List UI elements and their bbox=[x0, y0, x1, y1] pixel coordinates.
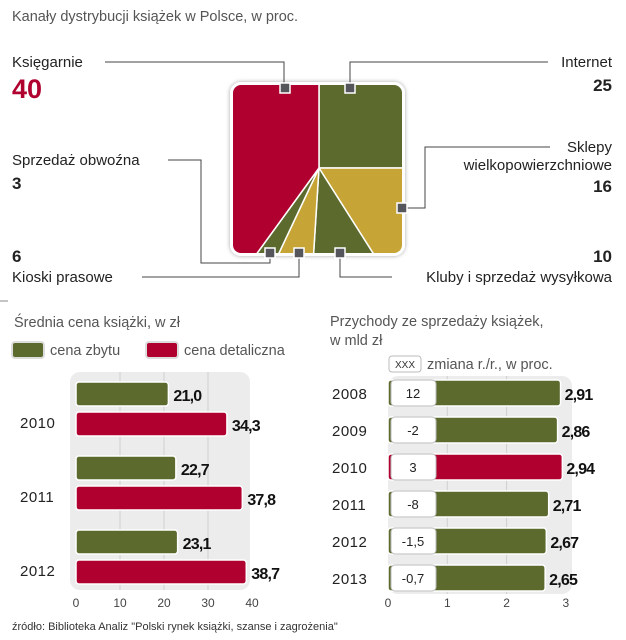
label-kluby: Kluby i sprzedaż wysyłkowa bbox=[426, 269, 613, 286]
bar-value-label: 2,67 bbox=[550, 535, 579, 552]
revenue-chart-title-2: w mld zł bbox=[329, 333, 383, 349]
x-tick-label: 10 bbox=[113, 596, 127, 610]
legend-change-box-text: XXX bbox=[395, 360, 415, 371]
legend-cena-zbytu: cena zbytu bbox=[50, 343, 120, 359]
value-ksiegarnie: 40 bbox=[12, 74, 42, 104]
change-box bbox=[390, 564, 437, 592]
bar-cena-detaliczna bbox=[75, 559, 248, 585]
label-obwozna: Sprzedaż obwoźna bbox=[12, 152, 140, 169]
bar-cena-zbytu bbox=[75, 381, 170, 407]
leader-kioski bbox=[142, 253, 300, 278]
value-kluby: 10 bbox=[593, 247, 612, 266]
year-label: 2011 bbox=[332, 497, 366, 514]
square-pie bbox=[233, 85, 402, 253]
leader-kluby bbox=[339, 253, 392, 278]
year-label: 2008 bbox=[332, 386, 367, 403]
pie-slice-1 bbox=[317, 167, 402, 253]
year-label: 2012 bbox=[332, 534, 367, 551]
leader-marker bbox=[279, 82, 291, 94]
leader-markers bbox=[264, 82, 408, 259]
year-label: 2012 bbox=[20, 563, 55, 580]
value-sklepy: 16 bbox=[593, 177, 612, 196]
bar-value-label: 21,0 bbox=[173, 388, 202, 405]
value-obwozna: 3 bbox=[12, 174, 21, 193]
leader-internet bbox=[349, 61, 548, 88]
year-label: 2013 bbox=[332, 571, 367, 588]
bar-value-label: 2,86 bbox=[562, 424, 591, 441]
bar-value-label: 23,1 bbox=[183, 536, 212, 553]
price-chart-title: Średnia cena książki, w zł bbox=[14, 313, 181, 331]
year-label: 2009 bbox=[332, 423, 367, 440]
bar-cena-zbytu bbox=[75, 529, 179, 555]
change-value: 12 bbox=[406, 386, 420, 401]
leader-obwozna bbox=[168, 159, 271, 264]
legend-change-text: zmiana r./r., w proc. bbox=[427, 357, 553, 373]
x-tick-label: 0 bbox=[73, 596, 80, 610]
bar-value-label: 2,71 bbox=[553, 498, 582, 515]
x-tick-label: 40 bbox=[245, 596, 259, 610]
bar-value-label: 2,91 bbox=[565, 387, 594, 404]
x-tick-label: 1 bbox=[444, 596, 451, 610]
x-tick-label: 20 bbox=[157, 596, 171, 610]
bar-cena-zbytu bbox=[75, 455, 177, 481]
year-label: 2011 bbox=[20, 489, 54, 506]
x-tick-label: 0 bbox=[385, 596, 392, 610]
leader-sklepy bbox=[402, 146, 550, 209]
revenue-chart-title: Przychody ze sprzedaży książek, bbox=[330, 314, 544, 330]
label-ksiegarnie: Księgarnie bbox=[12, 54, 83, 71]
pie-slice-2 bbox=[299, 165, 402, 253]
bar-value-label: 34,3 bbox=[232, 418, 261, 435]
change-value: -0,7 bbox=[402, 571, 424, 586]
bar-value-label: 22,7 bbox=[181, 462, 210, 479]
label-sklepy-2: wielkopowierzchniowe bbox=[463, 157, 612, 174]
bar-value-label: 2,94 bbox=[566, 461, 595, 478]
leader-marker bbox=[264, 247, 276, 259]
label-kioski: Kioski prasowe bbox=[12, 269, 113, 286]
x-tick-label: 3 bbox=[563, 596, 570, 610]
legend-swatch-cena-zbytu bbox=[11, 341, 45, 359]
change-box bbox=[390, 453, 437, 481]
bar-value-label: 38,7 bbox=[251, 566, 280, 583]
bar-value-label: 2,65 bbox=[549, 572, 578, 589]
change-value: -1,5 bbox=[402, 534, 424, 549]
label-sklepy: Sklepy bbox=[567, 139, 613, 156]
leader-lines bbox=[105, 61, 550, 278]
bar-cena-detaliczna bbox=[75, 485, 244, 511]
change-value: -8 bbox=[407, 497, 419, 512]
price-bars: 2010 21,0 34,3 2011 22,7 37,8 2012 23,1 38,7 0 10 2… bbox=[20, 372, 281, 610]
change-box bbox=[390, 490, 437, 518]
pie-slice-3 bbox=[233, 167, 320, 253]
leader-marker bbox=[344, 82, 356, 94]
leader-ksiegarnie bbox=[105, 61, 285, 88]
pie-slice-0 bbox=[318, 85, 402, 169]
pie-slice-4 bbox=[233, 167, 320, 253]
change-box bbox=[390, 416, 437, 444]
leader-marker bbox=[334, 247, 346, 259]
legend-cena-detaliczna: cena detaliczna bbox=[184, 343, 286, 359]
x-tick-label: 30 bbox=[201, 596, 215, 610]
year-label: 2010 bbox=[20, 415, 55, 432]
leader-marker bbox=[293, 247, 305, 259]
change-value: -2 bbox=[407, 423, 419, 438]
change-box bbox=[390, 379, 437, 407]
source-note: źródło: Biblioteka Analiz "Polski rynek … bbox=[12, 621, 338, 633]
year-label: 2010 bbox=[332, 460, 367, 477]
value-internet: 25 bbox=[593, 76, 612, 95]
legend-change-box bbox=[388, 355, 422, 373]
value-kioski: 6 bbox=[12, 247, 21, 266]
change-value: 3 bbox=[409, 460, 416, 475]
x-tick-label: 2 bbox=[503, 596, 510, 610]
leader-marker bbox=[396, 202, 408, 214]
plot-background bbox=[388, 376, 572, 594]
pie-title: Kanały dystrybucji książek w Polsce, w p… bbox=[12, 9, 298, 25]
bar-cena-detaliczna bbox=[75, 411, 228, 437]
label-internet: Internet bbox=[561, 54, 613, 71]
bar-value-label: 37,8 bbox=[247, 492, 276, 509]
legend-swatch-cena-detaliczna bbox=[145, 341, 179, 359]
change-box bbox=[390, 527, 437, 555]
